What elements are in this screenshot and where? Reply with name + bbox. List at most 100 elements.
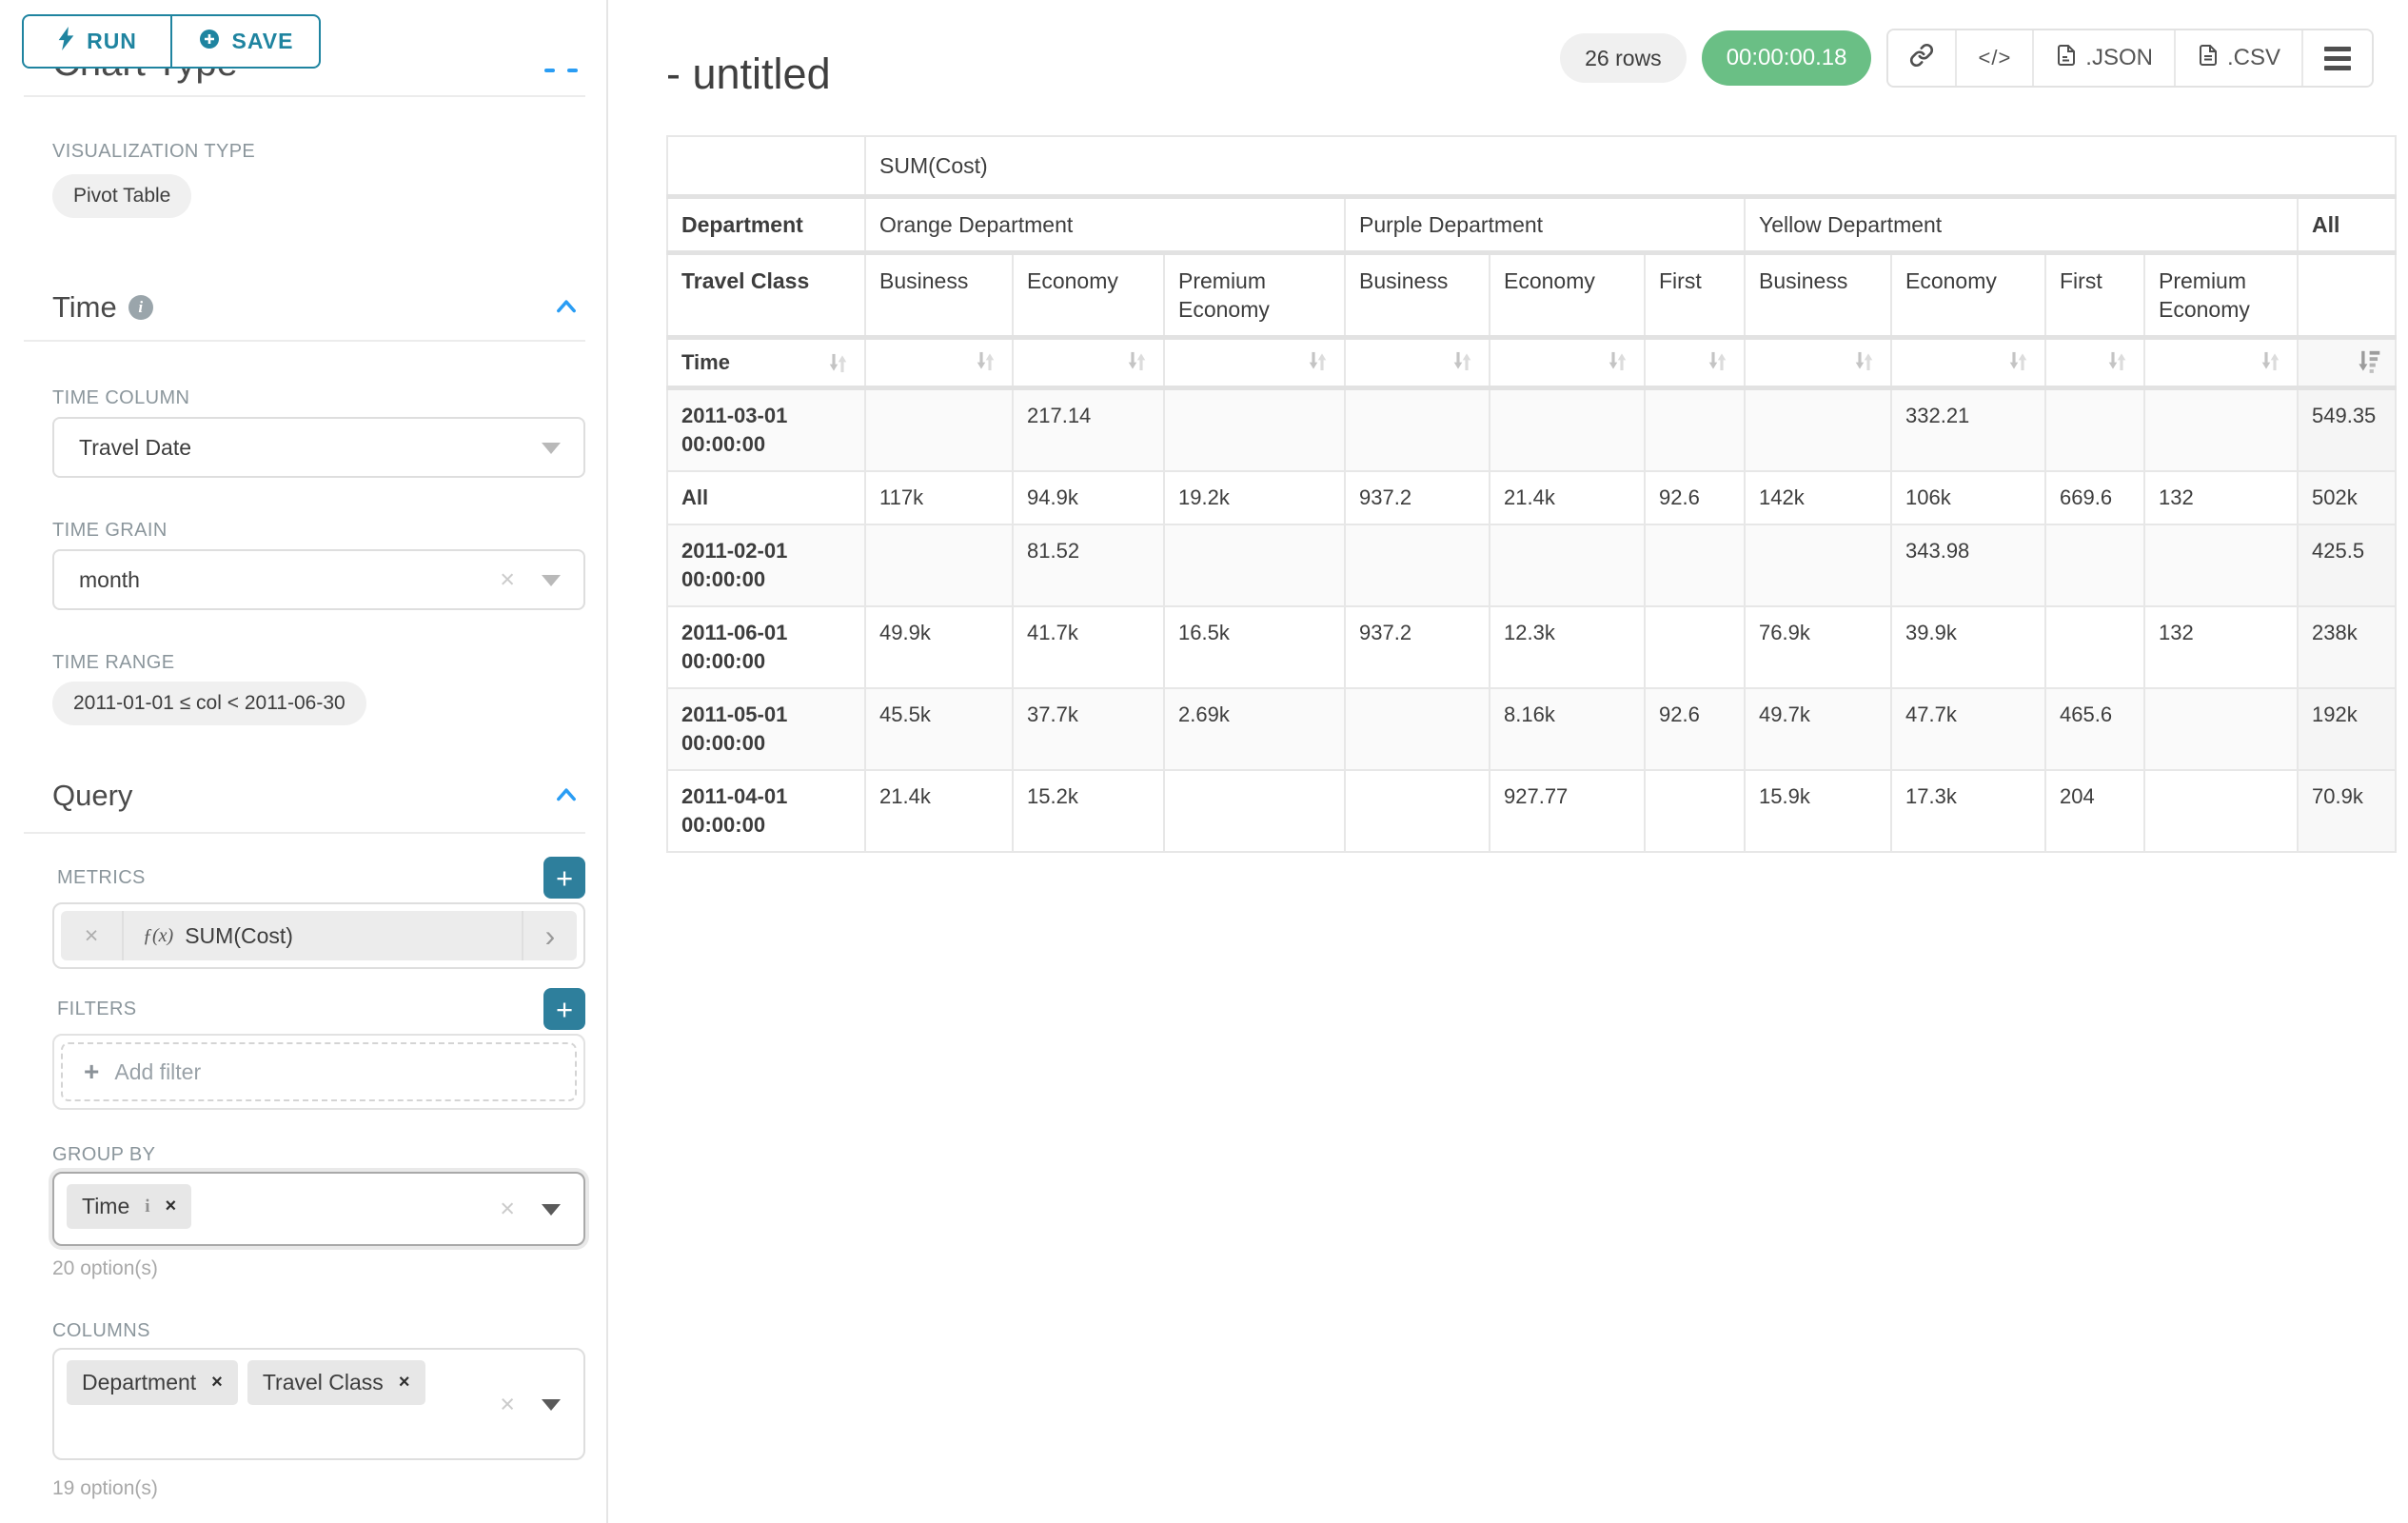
row-count-badge: 26 rows <box>1560 33 1687 83</box>
value-cell: 49.9k <box>864 605 1014 689</box>
metric-header-cell: SUM(Cost) <box>863 135 2398 199</box>
control-panel: Chart Type RUN SAVE VISUALIZATION TYPE P… <box>0 0 608 1523</box>
pivot-table: SUM(Cost) Department Orange Department Purp… <box>666 135 2398 853</box>
chart-title[interactable]: - untitled <box>666 49 831 99</box>
travel-class-header: Premium Economy <box>1163 251 1346 340</box>
share-link-button[interactable] <box>1888 30 1958 86</box>
chevron-up-icon[interactable] <box>553 294 580 321</box>
value-cell <box>1163 524 1346 607</box>
caret-down-icon <box>542 575 561 586</box>
value-cell: 45.5k <box>864 687 1014 771</box>
time-column-label: TIME COLUMN <box>52 387 190 408</box>
table-row: 2011-05-01 00:00:00 45.5k 37.7k 2.69k 8.16k 9… <box>666 687 2398 771</box>
export-json-button[interactable]: .JSON <box>2034 30 2176 86</box>
value-cell: 16.5k <box>1163 605 1346 689</box>
plus-circle-icon <box>198 28 221 56</box>
sort-column-header[interactable] <box>1344 336 1490 390</box>
time-range-value[interactable]: 2011-01-01 ≤ col < 2011-06-30 <box>52 682 366 725</box>
sort-column-header[interactable] <box>1644 336 1746 390</box>
sort-column-header[interactable] <box>2044 336 2145 390</box>
travel-class-header: Business <box>1344 251 1490 340</box>
value-cell <box>2044 605 2145 689</box>
remove-tag-icon[interactable]: × <box>398 1372 410 1393</box>
value-cell: 465.6 <box>2044 687 2145 771</box>
chevron-right-icon[interactable]: › <box>522 911 577 960</box>
add-metric-button[interactable]: + <box>543 857 585 899</box>
remove-tag-icon[interactable]: × <box>165 1196 177 1216</box>
value-cell: 2.69k <box>1163 687 1346 771</box>
selected-option-tag[interactable]: Travel Class × <box>247 1360 425 1405</box>
travel-class-header: Business <box>1744 251 1892 340</box>
travel-class-header: Premium Economy <box>2143 251 2299 340</box>
add-filter-button[interactable]: + <box>543 988 585 1030</box>
value-cell: 70.9k <box>2296 769 2398 853</box>
time-column-select[interactable]: Travel Date <box>52 417 585 478</box>
sort-column-header[interactable] <box>864 336 1014 390</box>
value-cell <box>1644 524 1746 607</box>
sort-column-header[interactable] <box>1489 336 1646 390</box>
value-cell: 15.2k <box>1012 769 1165 853</box>
add-filter-dropzone[interactable]: + Add filter <box>61 1042 577 1101</box>
metric-item[interactable]: × ƒ(x) SUM(Cost) › <box>61 911 577 960</box>
table-row: 2011-06-01 00:00:00 49.9k 41.7k 16.5k 937.2 1… <box>666 605 2398 689</box>
tag-label: Time <box>82 1194 130 1218</box>
columns-label: COLUMNS <box>52 1320 150 1341</box>
value-cell: 937.2 <box>1344 605 1490 689</box>
sort-descending-header[interactable] <box>2296 336 2398 390</box>
selected-option-tag[interactable]: Department × <box>67 1360 238 1405</box>
value-cell: 343.98 <box>1890 524 2046 607</box>
function-icon: ƒ(x) <box>143 924 174 946</box>
link-icon <box>1909 43 1934 74</box>
time-grain-select[interactable]: month × <box>52 549 585 610</box>
remove-metric-icon[interactable]: × <box>61 911 124 960</box>
row-label-cell: 2011-02-01 00:00:00 <box>666 524 866 607</box>
value-cell: 21.4k <box>1489 470 1646 525</box>
value-cell: 47.7k <box>1890 687 2046 771</box>
value-cell <box>1489 386 1646 472</box>
value-cell <box>1344 524 1490 607</box>
sort-column-header[interactable] <box>1163 336 1346 390</box>
pivot-table-container: SUM(Cost) Department Orange Department Purp… <box>666 135 2398 853</box>
value-cell: 19.2k <box>1163 470 1346 525</box>
value-cell: 332.21 <box>1890 386 2046 472</box>
value-cell: 41.7k <box>1012 605 1165 689</box>
clear-icon[interactable]: × <box>500 1390 515 1418</box>
sort-column-header[interactable] <box>1012 336 1165 390</box>
sort-column-header[interactable] <box>2143 336 2299 390</box>
sort-column-header[interactable] <box>1744 336 1892 390</box>
visualization-type-label: VISUALIZATION TYPE <box>52 141 256 162</box>
value-cell <box>2143 386 2299 472</box>
visualization-type-value[interactable]: Pivot Table <box>52 174 192 218</box>
divider <box>24 832 585 834</box>
value-cell: 927.77 <box>1489 769 1646 853</box>
value-cell <box>1163 769 1346 853</box>
value-cell <box>1163 386 1346 472</box>
view-query-button[interactable]: </> <box>1957 30 2035 86</box>
clear-icon[interactable]: × <box>500 1194 515 1223</box>
collapse-indicator-icon <box>567 69 578 72</box>
run-button[interactable]: RUN <box>22 14 171 69</box>
value-cell: 502k <box>2296 470 2398 525</box>
selected-option-tag[interactable]: Time i × <box>67 1184 192 1229</box>
sort-column-header[interactable] <box>1890 336 2046 390</box>
chevron-up-icon[interactable] <box>553 782 580 809</box>
group-by-label: GROUP BY <box>52 1144 156 1165</box>
divider <box>24 340 585 342</box>
columns-select[interactable]: Department × Travel Class × × <box>52 1348 585 1460</box>
value-cell: 15.9k <box>1744 769 1892 853</box>
department-group-header: Yellow Department <box>1744 195 2299 255</box>
table-row: 2011-03-01 00:00:00 217.14 332.21 549.35 <box>666 386 2398 472</box>
row-dimension-sort-header[interactable]: Time <box>666 336 866 390</box>
export-csv-button[interactable]: .CSV <box>2175 30 2303 86</box>
remove-tag-icon[interactable]: × <box>211 1372 223 1393</box>
divider <box>24 95 585 97</box>
value-cell: 132 <box>2143 470 2299 525</box>
group-by-select[interactable]: Time i × × <box>52 1172 585 1246</box>
filters-container: + Add filter <box>52 1034 585 1110</box>
row-label-cell: 2011-05-01 00:00:00 <box>666 687 866 771</box>
menu-button[interactable] <box>2303 30 2372 86</box>
value-cell <box>1489 524 1646 607</box>
clear-icon[interactable]: × <box>500 564 515 594</box>
save-button[interactable]: SAVE <box>171 14 321 69</box>
value-cell: 204 <box>2044 769 2145 853</box>
